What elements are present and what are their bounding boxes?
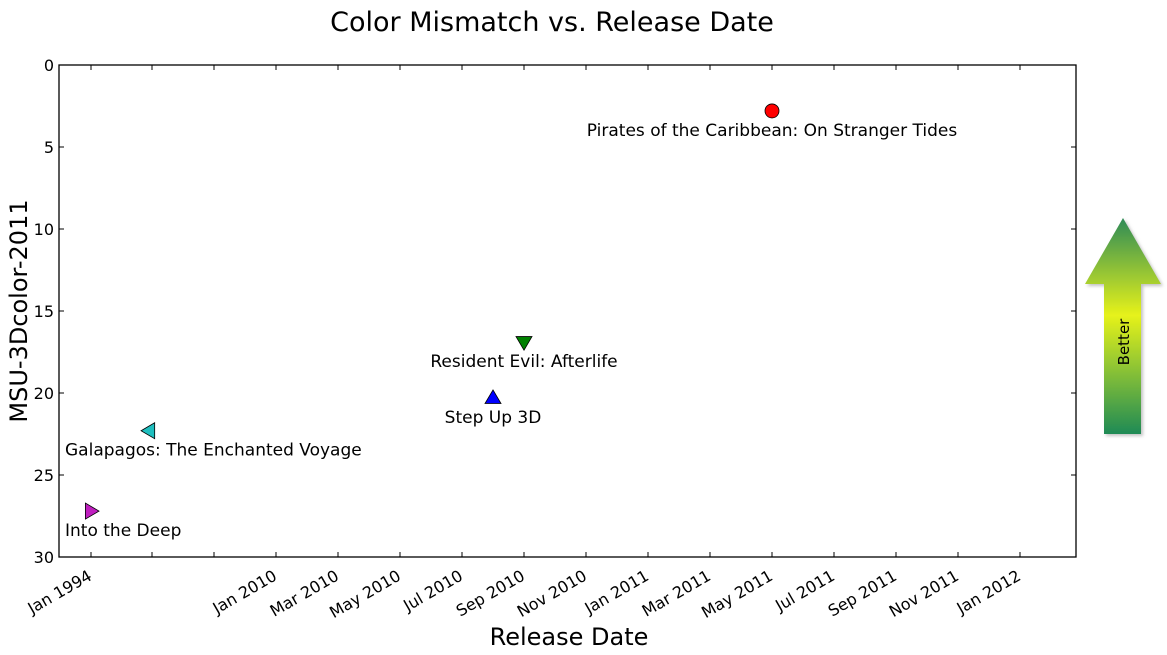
data-point [140, 422, 156, 440]
better-label: Better [1115, 318, 1133, 366]
data-point [764, 103, 780, 119]
data-points: Into the Deep Galapagos: The Enchanted Vo… [65, 103, 958, 541]
y-axis-title: MSU-3Dcolor-2011 [5, 199, 33, 422]
y-tick-label: 5 [44, 138, 54, 157]
y-tick-label: 20 [34, 384, 54, 403]
y-axis-ticks: 0 5 10 15 20 25 30 [34, 56, 1076, 567]
x-tick-label: Jan 1994 [24, 566, 95, 618]
x-tick-label: Jan 2012 [953, 566, 1024, 618]
y-tick-label: 15 [34, 302, 54, 321]
x-tick-label: Nov 2010 [514, 566, 590, 621]
point-label: Into the Deep [65, 521, 181, 541]
x-tick-label: Sep 2010 [453, 566, 528, 620]
better-indicator: Better [1085, 218, 1161, 434]
x-tick-label: May 2011 [698, 566, 776, 622]
y-tick-label: 10 [34, 220, 54, 239]
y-tick-label: 25 [34, 466, 54, 485]
point-label: Resident Evil: Afterlife [430, 352, 617, 372]
point-label: Pirates of the Caribbean: On Stranger Ti… [587, 121, 958, 141]
y-tick-label: 0 [44, 56, 54, 75]
point-label: Galapagos: The Enchanted Voyage [65, 441, 362, 461]
chart-title: Color Mismatch vs. Release Date [330, 7, 774, 38]
data-point [85, 502, 100, 520]
data-point [484, 389, 502, 404]
x-tick-label: Sep 2011 [825, 566, 900, 620]
data-point [515, 336, 533, 351]
point-label: Step Up 3D [445, 408, 542, 428]
x-tick-label: Nov 2011 [886, 566, 962, 621]
y-tick-label: 30 [34, 548, 54, 567]
up-arrow-icon [1085, 218, 1161, 434]
x-axis-title: Release Date [490, 623, 649, 651]
x-tick-label: May 2010 [326, 566, 404, 622]
